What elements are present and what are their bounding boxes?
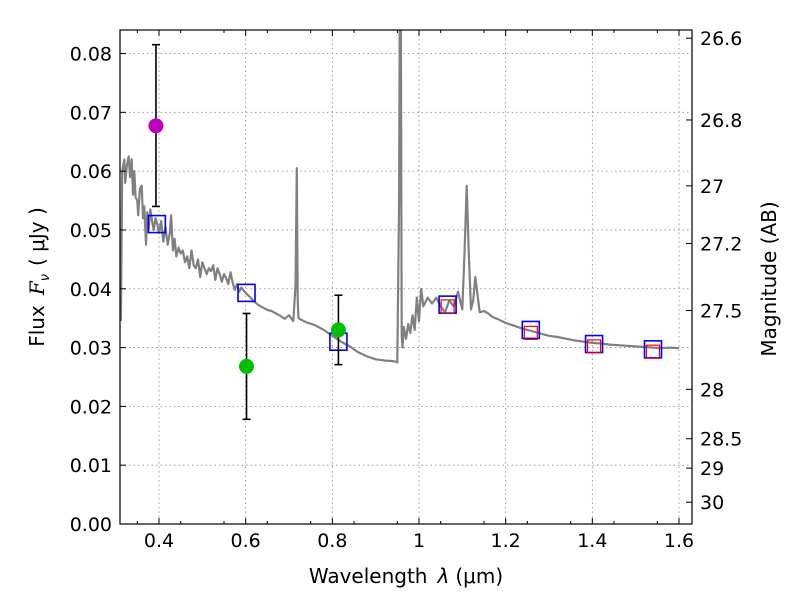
- y-tick-label: 0.01: [70, 455, 112, 477]
- y-tick-label: 0.02: [70, 396, 112, 418]
- y-axis-label: FluxFν( μJy ): [25, 207, 53, 347]
- red-model-box: [523, 325, 538, 340]
- blue-model-box: [147, 214, 167, 234]
- x-tick-label: 0.6: [231, 530, 261, 552]
- blue-model-box: [521, 320, 541, 340]
- y-tick-label: 0.03: [70, 338, 112, 360]
- y2-tick-label: 27: [700, 176, 724, 198]
- y-tick-label: 0.06: [70, 161, 112, 183]
- x-tick-label: 1.4: [577, 530, 607, 552]
- y-tick-label: 0.05: [70, 220, 112, 242]
- y2-tick-label: 29: [700, 458, 724, 480]
- plot-frame: [119, 29, 693, 525]
- grid-lines: [120, 30, 692, 524]
- y2-tick-label: 28: [700, 379, 724, 401]
- y2-tick-label: 28.5: [700, 429, 742, 451]
- green-observed-point: [330, 322, 346, 338]
- x-tick-label: 1: [413, 530, 425, 552]
- model-box-markers: [147, 214, 663, 359]
- model-spectrum-group: [120, 30, 680, 364]
- model-spectrum-line: [120, 30, 680, 364]
- y2-tick-label: 26.8: [700, 110, 742, 132]
- y-axis-ticks: 0.00 0.01 0.02 0.03 0.04 0.05 0.06 0.07 0.08: [70, 44, 126, 536]
- x-axis-label: Wavelength λ (μm): [309, 564, 503, 588]
- y2-tick-label: 30: [700, 492, 724, 514]
- y-tick-label: 0.00: [70, 514, 112, 536]
- red-model-box: [586, 339, 602, 354]
- y-tick-label: 0.04: [70, 279, 112, 301]
- x-tick-label: 1.2: [491, 530, 521, 552]
- y2-tick-label: 27.2: [700, 233, 742, 255]
- red-model-box: [440, 299, 455, 314]
- red-model-box: [645, 344, 661, 359]
- green-observed-point: [239, 358, 255, 374]
- x-tick-label: 0.8: [317, 530, 347, 552]
- magenta-observed-point: [148, 118, 164, 134]
- y2-tick-label: 27.5: [700, 301, 742, 323]
- y-tick-label: 0.08: [70, 44, 112, 66]
- y2-tick-label: 26.6: [700, 28, 742, 50]
- y2-axis-ticks: 26.6 26.8 27 27.2 27.5 28 28.5 29 30: [686, 28, 742, 514]
- y-tick-label: 0.07: [70, 102, 112, 124]
- observed-points: [148, 43, 346, 421]
- blue-model-box: [237, 283, 256, 303]
- y2-axis-label: Magnitude (AB): [757, 201, 781, 356]
- x-axis-ticks: 0.4 0.6 0.8 1 1.2 1.4 1.6: [136, 30, 694, 552]
- x-tick-label: 0.4: [144, 530, 174, 552]
- x-tick-label: 1.6: [664, 530, 694, 552]
